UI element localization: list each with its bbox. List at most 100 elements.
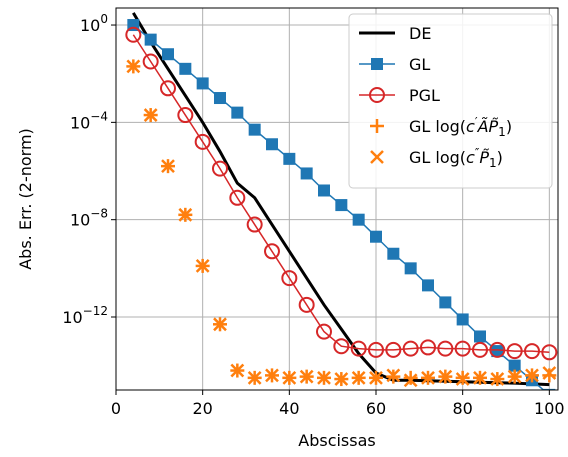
data-point <box>333 338 350 355</box>
legend: DE GL PGL GL log(c′ÃP̃1) GL log(c″P̃1) <box>348 13 553 189</box>
ticks: 0 20 40 60 80 100 100 10−4 10−8 10−12 <box>62 12 564 418</box>
data-point <box>161 159 175 174</box>
data-point <box>352 213 365 226</box>
y-axis-title: Abs. Err. (2-norm) <box>16 128 35 270</box>
legend-label: DE <box>409 24 431 43</box>
data-point <box>386 368 401 383</box>
data-point <box>525 368 539 383</box>
data-point <box>491 345 504 358</box>
data-point <box>246 216 263 233</box>
data-point <box>318 184 330 197</box>
data-point <box>264 243 280 260</box>
x-tick-label: 80 <box>452 399 472 418</box>
data-point <box>300 167 313 180</box>
data-point <box>316 323 332 340</box>
data-point <box>334 372 349 386</box>
data-point <box>162 48 174 61</box>
legend-item: DE <box>359 24 431 43</box>
data-point <box>144 33 157 46</box>
data-point <box>231 106 244 119</box>
legend-item: GL log(c′ÃP̃1) <box>370 115 512 139</box>
x-axis-title: Abscissas <box>298 431 376 450</box>
data-point <box>283 152 296 165</box>
data-point <box>473 370 487 385</box>
data-point <box>385 341 402 358</box>
data-point <box>194 133 211 150</box>
data-point <box>230 363 245 378</box>
data-point <box>506 343 523 360</box>
x-tick-label: 0 <box>111 399 121 418</box>
axes-frame <box>115 7 559 391</box>
data-point <box>178 207 193 222</box>
data-point <box>541 344 558 361</box>
data-point <box>248 123 261 136</box>
x-tick-label: 40 <box>279 399 299 418</box>
data-point <box>265 368 279 383</box>
data-point <box>474 330 486 343</box>
data-point <box>524 343 540 360</box>
legend-label: PGL <box>409 86 440 105</box>
data-point <box>489 341 506 358</box>
data-point <box>420 339 436 356</box>
y-tick-label: 100 <box>80 12 108 35</box>
legend-marker <box>371 58 383 70</box>
legend-item: PGL <box>359 86 440 105</box>
data-point <box>455 372 470 386</box>
y-tick-label: 10−8 <box>70 207 108 230</box>
data-point <box>387 247 400 260</box>
legend-item: GL log(c″P̃1) <box>370 146 503 170</box>
data-point <box>317 370 331 385</box>
data-point <box>298 296 315 313</box>
data-point <box>370 230 382 243</box>
legend-box <box>348 13 553 189</box>
legend-marker <box>369 87 385 103</box>
data-point <box>437 340 454 357</box>
data-point <box>421 370 435 385</box>
legend-label: GL log(c″P̃1) <box>409 146 503 170</box>
data-point <box>439 296 452 309</box>
data-point <box>402 340 419 357</box>
series-layer <box>125 12 558 390</box>
x-tick-label: 60 <box>366 399 386 418</box>
data-point <box>351 370 366 385</box>
series-1 <box>127 19 556 390</box>
data-point <box>542 368 557 383</box>
data-point <box>543 388 556 390</box>
data-point <box>247 370 262 385</box>
data-point <box>403 373 418 388</box>
data-point <box>143 108 158 122</box>
data-point <box>454 340 471 357</box>
data-point <box>335 199 348 212</box>
data-point <box>542 366 557 380</box>
data-point <box>350 340 367 357</box>
data-point <box>266 138 278 151</box>
data-point <box>472 341 488 358</box>
legend-label: GL <box>409 55 430 74</box>
data-point <box>507 369 522 384</box>
y-tick-label: 10−4 <box>70 109 108 132</box>
data-point <box>456 313 469 326</box>
data-point <box>508 359 521 372</box>
data-point <box>282 370 297 385</box>
legend-label: GL log(c′ÃP̃1) <box>409 115 512 139</box>
legend-marker <box>370 119 384 133</box>
data-point <box>403 370 418 385</box>
series-2 <box>125 26 558 361</box>
data-point <box>299 369 314 384</box>
series-4 <box>126 59 557 388</box>
data-point <box>281 270 298 287</box>
data-point <box>125 26 142 43</box>
data-point <box>490 372 505 386</box>
data-point <box>212 160 228 177</box>
data-point <box>142 53 159 70</box>
data-point <box>126 59 141 74</box>
data-point <box>438 369 453 384</box>
data-point <box>179 62 192 75</box>
data-point <box>404 262 417 275</box>
x-tick-label: 20 <box>192 399 212 418</box>
data-point <box>196 77 209 90</box>
data-point <box>195 259 210 273</box>
data-point <box>160 80 176 97</box>
data-point <box>368 341 384 358</box>
